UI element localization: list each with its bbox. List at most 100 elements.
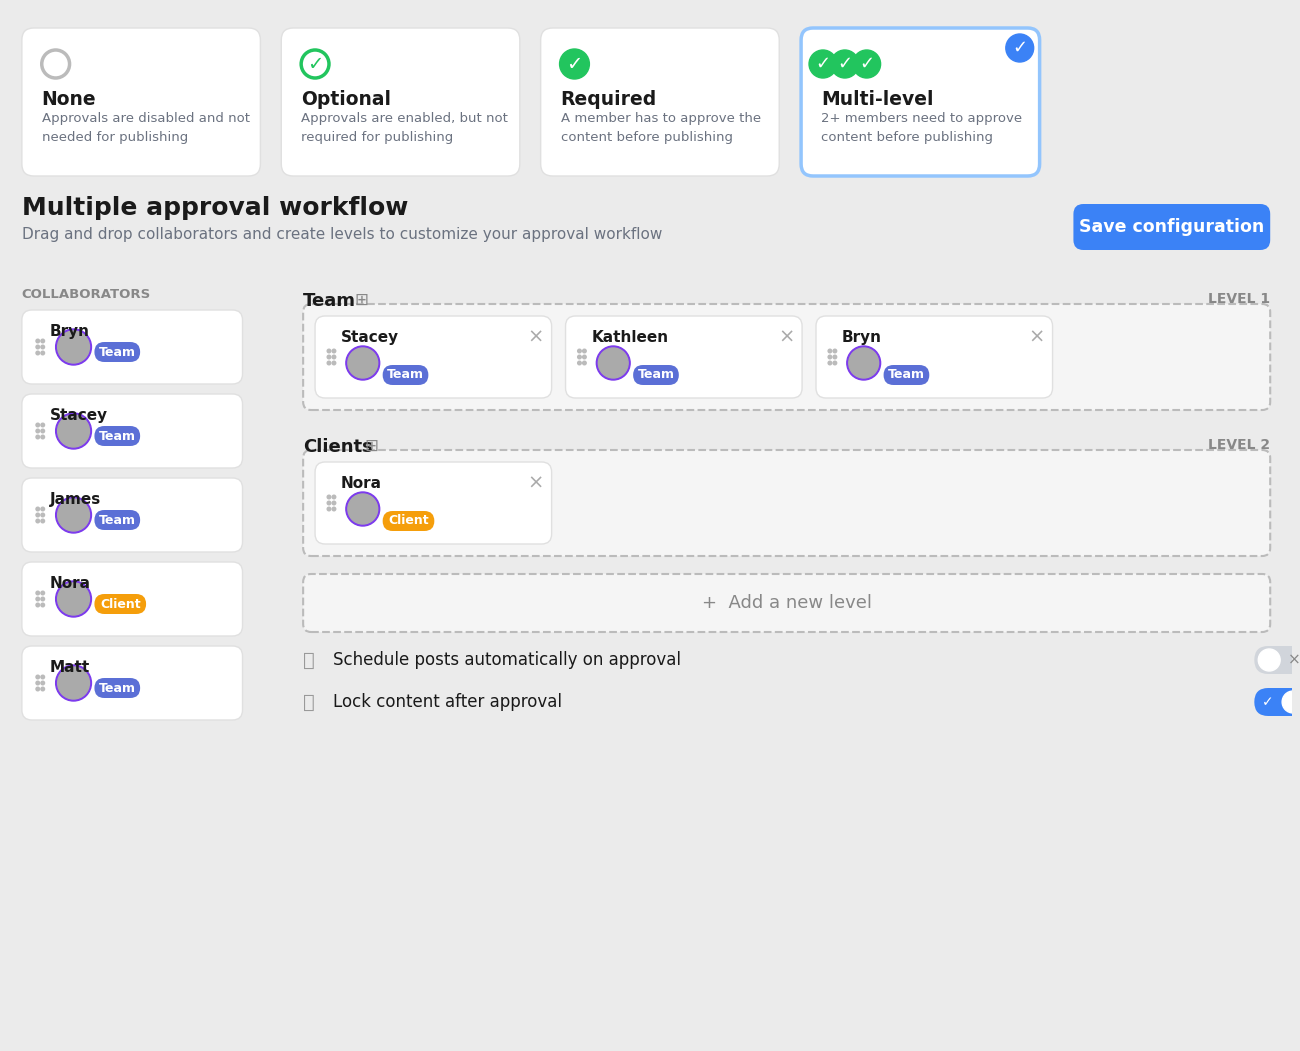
Text: ✓: ✓ — [815, 55, 831, 73]
Text: ⊞: ⊞ — [355, 291, 369, 309]
Circle shape — [56, 497, 91, 533]
Text: Schedule posts automatically on approval: Schedule posts automatically on approval — [333, 651, 681, 669]
Text: Team: Team — [99, 514, 135, 527]
Text: Nora: Nora — [341, 476, 382, 491]
Text: Stacey: Stacey — [49, 408, 108, 423]
Text: Team: Team — [99, 346, 135, 358]
Circle shape — [36, 435, 39, 439]
Text: Multiple approval workflow: Multiple approval workflow — [22, 195, 408, 220]
Text: Client: Client — [389, 515, 429, 528]
FancyBboxPatch shape — [22, 646, 243, 720]
Circle shape — [333, 362, 335, 365]
FancyBboxPatch shape — [884, 365, 930, 385]
FancyBboxPatch shape — [95, 342, 140, 362]
Circle shape — [36, 513, 39, 517]
Circle shape — [328, 349, 330, 353]
Circle shape — [333, 355, 335, 358]
Circle shape — [849, 348, 879, 378]
Text: Drag and drop collaborators and create levels to customize your approval workflo: Drag and drop collaborators and create l… — [22, 227, 662, 242]
FancyBboxPatch shape — [95, 678, 140, 698]
Circle shape — [853, 50, 880, 78]
Circle shape — [828, 355, 832, 358]
Circle shape — [833, 349, 837, 353]
Circle shape — [40, 597, 44, 601]
FancyBboxPatch shape — [633, 365, 679, 385]
Circle shape — [348, 348, 378, 378]
Circle shape — [333, 508, 335, 511]
Text: ✓: ✓ — [1013, 39, 1027, 57]
FancyBboxPatch shape — [1254, 688, 1300, 716]
Circle shape — [346, 346, 380, 380]
Circle shape — [56, 413, 91, 449]
Circle shape — [333, 501, 335, 504]
Text: LEVEL 2: LEVEL 2 — [1208, 438, 1270, 452]
FancyBboxPatch shape — [315, 462, 551, 544]
Circle shape — [582, 362, 586, 365]
Text: ✓: ✓ — [837, 55, 853, 73]
Circle shape — [348, 494, 378, 524]
Text: ✓: ✓ — [307, 55, 324, 74]
Circle shape — [36, 339, 39, 343]
Circle shape — [40, 675, 44, 679]
Text: Save configuration: Save configuration — [1079, 218, 1265, 236]
Circle shape — [40, 513, 44, 517]
Circle shape — [36, 592, 39, 595]
Text: Client: Client — [100, 598, 140, 611]
FancyBboxPatch shape — [541, 28, 779, 176]
Text: 🔒: 🔒 — [303, 693, 315, 712]
Circle shape — [40, 681, 44, 685]
Circle shape — [36, 597, 39, 601]
Circle shape — [582, 349, 586, 353]
Circle shape — [328, 355, 330, 358]
FancyBboxPatch shape — [22, 28, 260, 176]
Text: James: James — [49, 492, 101, 507]
FancyBboxPatch shape — [303, 450, 1270, 556]
Circle shape — [40, 687, 44, 691]
Circle shape — [40, 424, 44, 427]
Circle shape — [828, 362, 832, 365]
FancyBboxPatch shape — [281, 28, 520, 176]
Text: Clients: Clients — [303, 438, 373, 456]
Text: 2+ members need to approve
content before publishing: 2+ members need to approve content befor… — [822, 112, 1022, 144]
Circle shape — [36, 351, 39, 355]
Circle shape — [40, 339, 44, 343]
Text: Nora: Nora — [49, 576, 91, 591]
Circle shape — [36, 429, 39, 433]
Circle shape — [36, 675, 39, 679]
FancyBboxPatch shape — [22, 562, 243, 636]
Circle shape — [57, 499, 90, 531]
Text: ×: × — [1028, 328, 1045, 347]
Circle shape — [833, 355, 837, 358]
Circle shape — [333, 495, 335, 499]
Circle shape — [40, 351, 44, 355]
Circle shape — [333, 349, 335, 353]
Circle shape — [328, 362, 330, 365]
Text: Multi-level: Multi-level — [822, 90, 933, 109]
Circle shape — [1006, 34, 1034, 62]
Circle shape — [346, 492, 380, 526]
FancyBboxPatch shape — [303, 304, 1270, 410]
Text: ×: × — [1288, 653, 1300, 667]
Circle shape — [36, 603, 39, 606]
Circle shape — [831, 50, 859, 78]
Circle shape — [597, 346, 630, 380]
Text: Team: Team — [99, 681, 135, 695]
Text: Stacey: Stacey — [341, 330, 399, 345]
FancyBboxPatch shape — [1074, 204, 1270, 250]
Text: Team: Team — [99, 430, 135, 442]
Text: +  Add a new level: + Add a new level — [702, 594, 872, 612]
Circle shape — [1258, 650, 1280, 671]
Circle shape — [36, 687, 39, 691]
Circle shape — [57, 667, 90, 699]
Circle shape — [40, 435, 44, 439]
Circle shape — [36, 345, 39, 349]
Circle shape — [57, 415, 90, 447]
Text: Approvals are enabled, but not
required for publishing: Approvals are enabled, but not required … — [302, 112, 508, 144]
Circle shape — [40, 508, 44, 511]
Text: Kathleen: Kathleen — [592, 330, 668, 345]
Circle shape — [56, 665, 91, 701]
Text: ×: × — [528, 474, 543, 493]
Text: ⊞: ⊞ — [365, 437, 378, 455]
Circle shape — [598, 348, 628, 378]
Circle shape — [577, 349, 581, 353]
